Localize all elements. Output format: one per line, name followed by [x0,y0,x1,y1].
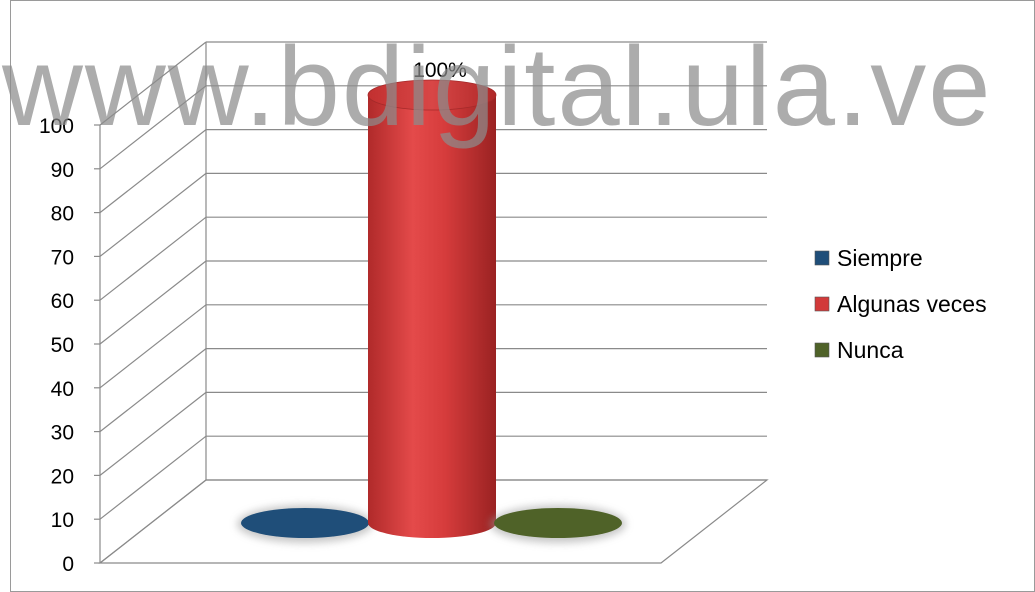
bar-base-ellipse [494,508,622,538]
legend-label: Siempre [837,245,923,271]
y-tick-label: 10 [51,509,74,532]
gridline-left-100 [99,41,207,126]
gridline-left-80 [99,129,207,214]
legend-item-nunca: Nunca [814,337,904,363]
y-tick-label: 90 [51,159,74,182]
gridline-left-30 [99,348,207,433]
bar-base-ellipse [241,508,369,538]
watermark-text: www.bdigital.ula.ve [1,24,993,149]
gridline-left-40 [99,304,207,389]
legend-label: Algunas veces [837,291,987,317]
legend-item-algunas-veces: Algunas veces [814,291,987,317]
y-tick-label: 20 [51,465,74,488]
bar-cylinder-top [367,79,497,111]
y-tick-label: 50 [51,334,74,357]
y-tick-label: 80 [51,203,74,226]
legend-item-siempre: Siempre [814,245,923,271]
gridline-left-70 [99,172,207,257]
legend-label: Nunca [837,337,904,363]
gridline-left-0 [99,479,207,564]
legend-swatch [814,250,830,266]
gridline-left-50 [99,260,207,345]
gridline-left-10 [99,435,207,520]
bar-cylinder-body [368,95,496,538]
y-tick-label: 100 [39,115,74,138]
data-label: 100% [413,59,467,82]
legend-swatch [814,342,830,358]
bar-nunca [490,505,626,543]
y-tick-label: 70 [51,246,74,269]
y-tick-label: 60 [51,290,74,313]
y-tick-label: 40 [51,378,74,401]
bar-siempre [237,505,373,543]
y-tick-label: 0 [62,553,74,576]
y-tick-label: 30 [51,422,74,445]
gridline-left-90 [99,85,207,170]
legend-swatch [814,296,830,312]
gridline-left-20 [99,391,207,476]
gridline-left-60 [99,216,207,301]
bar-algunas-veces [367,79,497,538]
